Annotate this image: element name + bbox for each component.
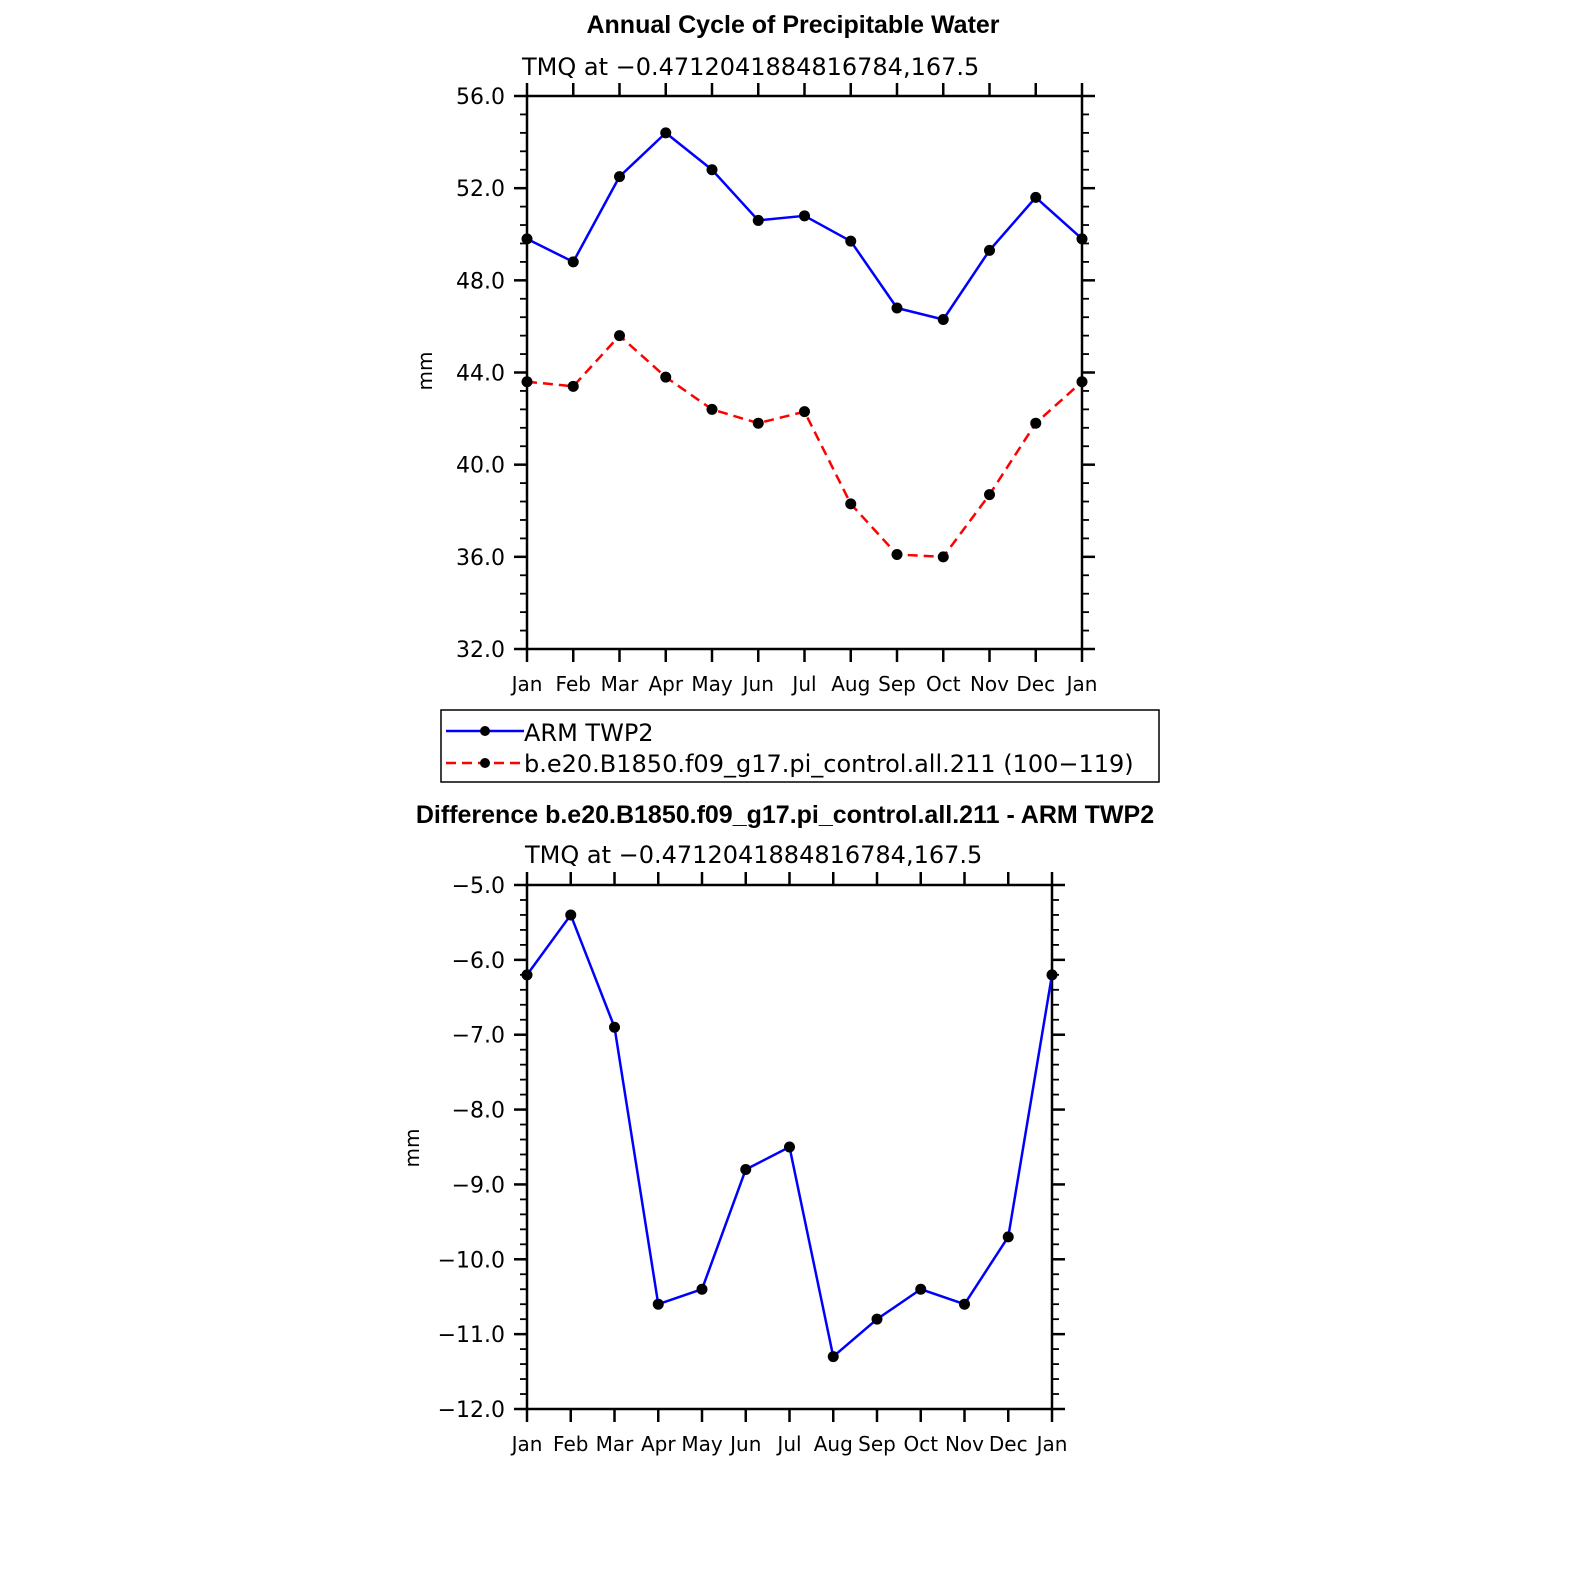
bottom-series-0-point <box>696 1283 708 1295</box>
top-x-tick-label: Nov <box>970 672 1009 696</box>
top-y-axis-label: mm <box>413 352 437 391</box>
top-series-0-line <box>526 131 1083 321</box>
bottom-series-0-point <box>521 969 533 981</box>
top-x-tick-label: Apr <box>648 672 683 696</box>
legend-marker-arm <box>480 726 490 736</box>
top-series-0-point <box>845 235 857 247</box>
top-series-1-point <box>891 549 903 561</box>
bottom-series-0-point <box>784 1141 795 1153</box>
top-y-tick-label: 52.0 <box>456 177 505 202</box>
top-x-tick-label: Aug <box>831 672 870 696</box>
top-series-0-point <box>1076 233 1088 245</box>
bottom-x-tick-label: Oct <box>903 1432 938 1456</box>
top-x-tick-label: Jan <box>510 672 543 696</box>
bottom-y-tick-label: −8.0 <box>452 1099 505 1124</box>
bottom-chart-title: Difference b.e20.B1850.f09_g17.pi_contro… <box>416 801 1154 829</box>
bottom-line-chart: Jan Feb Mar Apr May Jun Jul Aug Sep Oct Nov Dec Jan−… <box>438 872 1068 1456</box>
top-x-tick-label: Oct <box>926 672 961 696</box>
top-x-tick-label: Jan <box>1065 672 1098 696</box>
bottom-series-0-point <box>959 1298 970 1310</box>
top-series-1-point <box>660 371 672 383</box>
bottom-x-tick-label: Nov <box>945 1432 984 1456</box>
legend-box <box>440 709 1160 783</box>
top-plot-frame <box>525 94 1084 651</box>
bottom-y-axis-label: mm <box>400 1129 424 1168</box>
bottom-series-0-point <box>915 1283 927 1295</box>
top-series-1-point <box>845 498 857 510</box>
top-chart-subtitle: TMQ at −0.4712041884816784,167.5 <box>521 53 979 81</box>
top-chart-title: Annual Cycle of Precipitable Water <box>586 11 999 39</box>
top-x-tick-label: May <box>691 672 733 696</box>
top-series-1-point <box>614 330 625 342</box>
bottom-x-tick-label: May <box>681 1432 723 1456</box>
top-line-chart: Jan Feb Mar Apr May Jun Jul Aug Sep Oct Nov Dec Jan3… <box>456 83 1097 696</box>
bottom-x-tick-label: Jun <box>728 1432 761 1456</box>
bottom-series-0-point <box>609 1021 620 1033</box>
bottom-x-tick-label: Jul <box>775 1432 801 1456</box>
legend-label-arm: ARM TWP2 <box>524 719 654 747</box>
top-series-0-point <box>660 127 672 139</box>
top-series-1-point <box>521 376 533 388</box>
top-x-tick-label: Jul <box>790 672 816 696</box>
top-x-tick-label: Dec <box>1016 672 1055 696</box>
top-series-1-line <box>526 334 1083 559</box>
legend-marker-model <box>480 758 490 768</box>
bottom-series-0-point <box>1046 969 1058 981</box>
bottom-x-tick-label: Mar <box>596 1432 635 1456</box>
top-x-tick-label: Sep <box>878 672 916 696</box>
bottom-y-tick-label: −11.0 <box>438 1323 505 1348</box>
bottom-series-0-point <box>565 909 577 921</box>
bottom-chart-subtitle: TMQ at −0.4712041884816784,167.5 <box>524 841 982 869</box>
bottom-series-0-point <box>652 1298 664 1310</box>
bottom-series-0-point <box>871 1313 883 1325</box>
top-series-1-point <box>706 403 718 415</box>
top-x-tick-label: Mar <box>601 672 640 696</box>
top-series-0-point <box>937 314 949 326</box>
top-y-tick-label: 48.0 <box>456 269 505 294</box>
top-x-tick-label: Feb <box>556 672 591 696</box>
bottom-series-0-point <box>827 1351 839 1363</box>
top-series-1-point <box>799 406 810 418</box>
legend-label-model: b.e20.B1850.f09_g17.pi_control.all.211 (… <box>524 750 1134 778</box>
top-series-0-point <box>706 164 718 176</box>
top-series-0-point <box>614 171 625 183</box>
bottom-x-tick-label: Sep <box>858 1432 896 1456</box>
bottom-series-0-point <box>740 1163 752 1175</box>
legend: ARM TWP2 b.e20.B1850.f09_g17.pi_control.… <box>440 709 1160 783</box>
top-series-1-point <box>567 380 579 392</box>
bottom-x-tick-label: Feb <box>553 1432 588 1456</box>
top-y-tick-label: 32.0 <box>456 638 505 663</box>
top-y-tick-label: 36.0 <box>456 546 505 571</box>
bottom-y-tick-label: −7.0 <box>452 1024 505 1049</box>
top-x-tick-label: Jun <box>741 672 774 696</box>
bottom-y-tick-label: −10.0 <box>438 1248 505 1273</box>
top-series-0-point <box>567 256 579 268</box>
top-series-1-point <box>1076 376 1088 388</box>
top-series-0-point <box>1030 191 1042 203</box>
bottom-y-tick-label: −6.0 <box>452 949 505 974</box>
bottom-series-0-line <box>525 913 1054 1358</box>
bottom-y-tick-label: −9.0 <box>452 1173 505 1198</box>
top-y-tick-label: 44.0 <box>456 362 505 387</box>
bottom-x-tick-label: Aug <box>814 1432 853 1456</box>
bottom-x-tick-label: Jan <box>1035 1432 1068 1456</box>
bottom-series-0-point <box>1002 1231 1014 1243</box>
top-series-0-point <box>984 244 995 256</box>
bottom-y-tick-label: −12.0 <box>438 1398 505 1423</box>
bottom-y-tick-label: −5.0 <box>452 874 505 899</box>
top-series-1-point <box>1030 417 1042 429</box>
top-series-1-point <box>752 417 764 429</box>
top-series-0-point <box>891 302 903 314</box>
top-series-0-point <box>521 233 533 245</box>
bottom-x-tick-label: Apr <box>641 1432 676 1456</box>
top-series-0-point <box>799 210 810 222</box>
top-series-1-point <box>937 551 949 563</box>
top-series-0-point <box>752 214 764 226</box>
bottom-x-tick-label: Dec <box>989 1432 1028 1456</box>
top-y-tick-label: 56.0 <box>456 85 505 110</box>
top-series-1-point <box>984 489 995 501</box>
bottom-x-tick-label: Jan <box>510 1432 543 1456</box>
top-y-tick-label: 40.0 <box>456 454 505 479</box>
